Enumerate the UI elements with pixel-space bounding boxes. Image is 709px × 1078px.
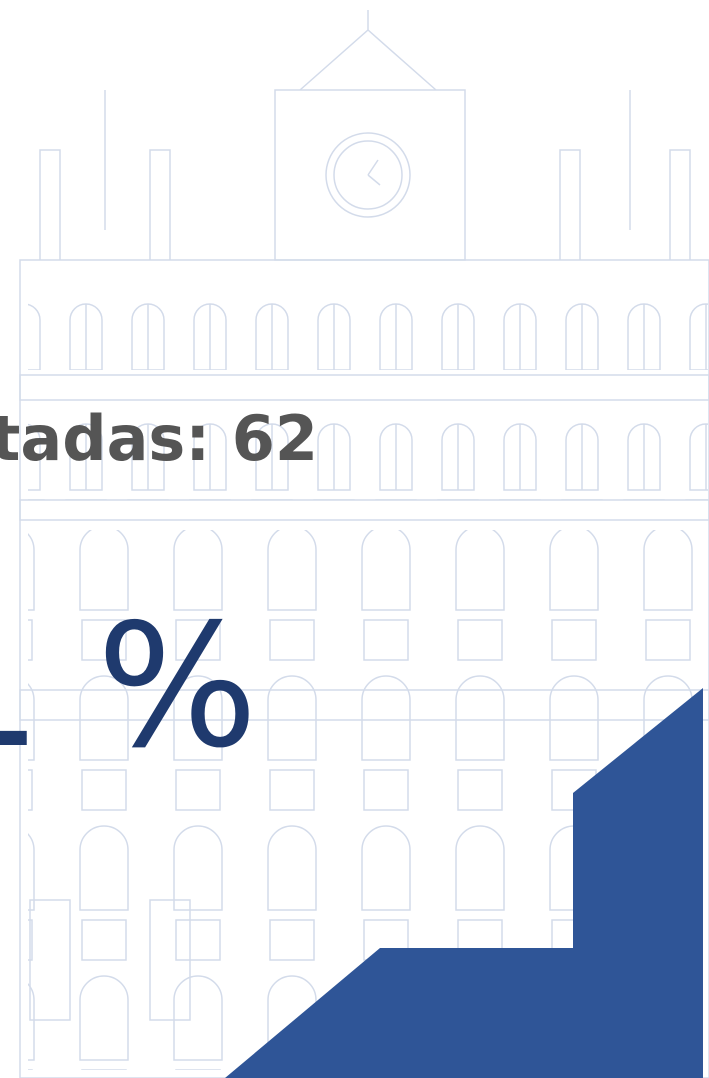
label-text: tadas: 62: [0, 402, 318, 475]
decor-shape: [225, 688, 703, 1078]
value-text: 1 %: [0, 588, 258, 786]
